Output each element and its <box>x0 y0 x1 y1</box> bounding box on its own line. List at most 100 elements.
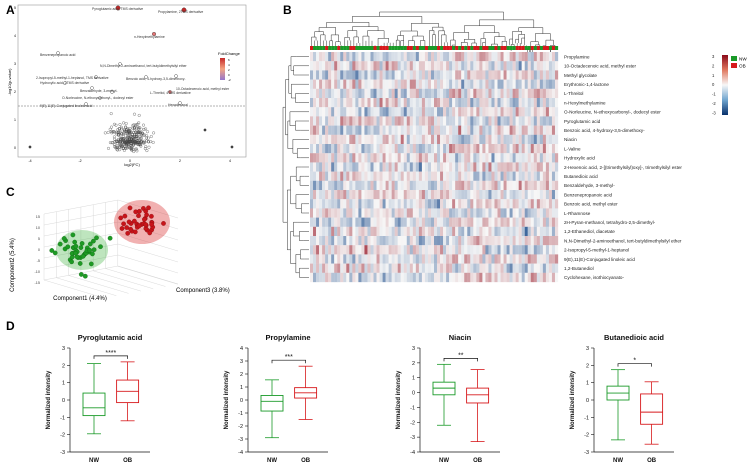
heatmap-cell <box>364 116 368 126</box>
heatmap-cell <box>388 61 392 71</box>
boxplot-ytick-label: -4 <box>410 450 415 456</box>
heatmap-cell <box>470 171 474 181</box>
heatmap-cell <box>464 98 468 108</box>
heatmap-cell <box>427 88 432 99</box>
heatmap-cell <box>467 199 471 209</box>
heatmap-cell <box>494 134 498 145</box>
heatmap-cell <box>539 88 544 99</box>
heatmap-cell <box>331 116 335 126</box>
heatmap-cell <box>536 98 540 108</box>
heatmap-cell <box>322 180 326 191</box>
heatmap-cell <box>524 208 528 218</box>
group-bar-cell <box>424 46 429 50</box>
heatmap-cell <box>424 52 429 62</box>
heatmap-cell <box>524 153 528 163</box>
heatmap-cell <box>355 162 359 172</box>
heatmap-cell <box>440 272 444 283</box>
heatmap-cell <box>346 134 350 145</box>
heatmap-cell <box>358 52 362 62</box>
heatmap-cell <box>406 180 410 191</box>
heatmap-cell <box>361 190 365 200</box>
volcano-point <box>122 132 125 136</box>
heatmap-cell <box>464 116 468 126</box>
heatmap-cell <box>509 52 513 62</box>
heatmap-cell <box>415 52 420 62</box>
heatmap-cell <box>403 116 407 126</box>
heatmap-cell <box>482 272 486 283</box>
heatmap-cell <box>376 107 380 117</box>
heatmap-cell <box>485 98 489 108</box>
heatmap-cell <box>539 125 544 135</box>
heatmap-cell <box>455 190 459 200</box>
heatmap-cell <box>437 52 441 62</box>
volcano-frame <box>17 4 247 158</box>
heatmap-cell <box>488 79 492 89</box>
heatmap-cell <box>328 254 332 264</box>
pca-ytick: 5 <box>38 237 40 241</box>
pca-grid-line <box>56 277 117 296</box>
heatmap-cell <box>346 272 350 283</box>
heatmap-cell <box>536 162 540 172</box>
heatmap-cell <box>482 226 486 237</box>
heatmap-cell <box>482 236 486 246</box>
volcano-point <box>113 137 116 141</box>
heatmap-cell <box>388 272 392 283</box>
heatmap-cell <box>506 98 510 108</box>
heatmap-cell <box>328 272 332 283</box>
volcano-point <box>124 142 128 146</box>
heatmap-cell <box>443 70 447 80</box>
heatmap-cell <box>467 88 471 99</box>
heatmap-cell <box>545 125 550 135</box>
heatmap-cell <box>340 79 344 89</box>
heatmap-cell <box>509 171 513 181</box>
heatmap-cell <box>518 125 522 135</box>
heatmap-cell <box>382 153 386 163</box>
heatmap-cell <box>518 272 522 283</box>
heatmap-cell <box>542 144 547 154</box>
heatmap-cell <box>400 125 404 135</box>
heatmap-cell <box>443 245 447 255</box>
heatmap-cell <box>310 107 314 117</box>
heatmap-cell <box>500 236 504 246</box>
heatmap-cell <box>533 134 537 145</box>
heatmap-cell <box>319 199 323 209</box>
heatmap-cell <box>319 254 323 264</box>
pca-grid-line <box>43 279 105 299</box>
heatmap-cell <box>331 217 335 227</box>
heatmap-cell <box>406 245 410 255</box>
heatmap-cell <box>418 88 423 99</box>
heatmap-cell <box>316 88 320 99</box>
heatmap-cell <box>409 162 413 172</box>
heatmap-cell <box>512 263 516 273</box>
heatmap-cell <box>340 134 344 145</box>
heatmap-cell <box>485 226 489 237</box>
heatmap-cell <box>458 199 462 209</box>
heatmap-cell <box>385 208 389 218</box>
heatmap-cell <box>430 217 435 227</box>
heatmap-cell <box>434 208 438 218</box>
heatmap-cell <box>403 79 407 89</box>
heatmap-cell <box>515 254 519 264</box>
heatmap-cell <box>427 263 432 273</box>
heatmap-cell <box>313 134 317 145</box>
boxplot-title: Propylamine <box>265 333 310 342</box>
heatmap-cell <box>536 263 540 273</box>
heatmap-cell <box>515 134 519 145</box>
volcano-point <box>147 145 151 149</box>
heatmap-cell <box>515 162 519 172</box>
heatmap-cell <box>394 162 398 172</box>
heatmap-cell <box>527 245 531 255</box>
heatmap-cell <box>337 180 341 191</box>
heatmap-cell <box>494 272 498 283</box>
heatmap-cell <box>418 171 423 181</box>
pca-point-ob <box>127 205 133 211</box>
heatmap-cell <box>385 134 389 145</box>
heatmap-cell <box>464 52 468 62</box>
heatmap-cell <box>452 162 456 172</box>
heatmap-cell <box>430 70 435 80</box>
heatmap-cell <box>461 98 465 108</box>
heatmap-cell <box>521 208 525 218</box>
heatmap-cell <box>443 272 447 283</box>
heatmap-cell <box>409 98 413 108</box>
pca-point-ob <box>149 213 154 219</box>
